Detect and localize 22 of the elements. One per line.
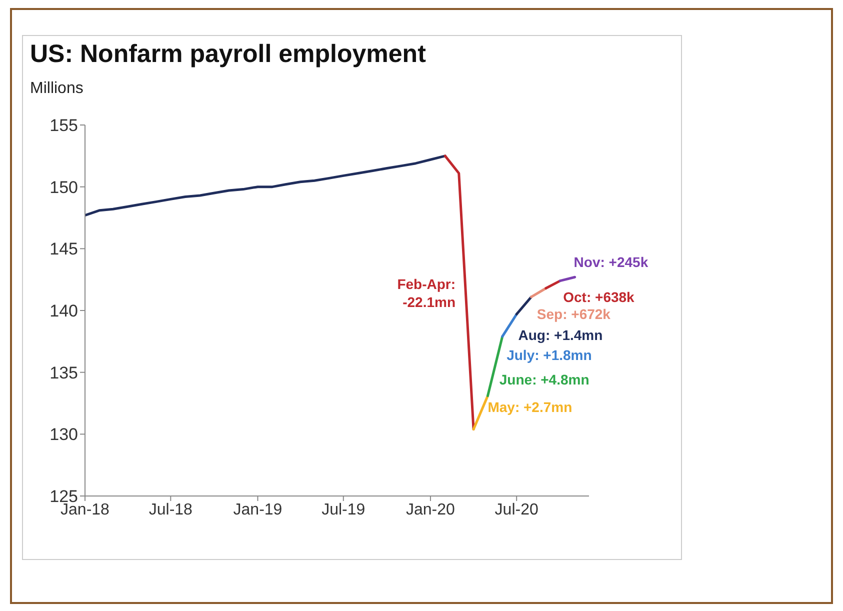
y-axis-title: Millions	[30, 80, 84, 98]
y-tick-label: 150	[50, 178, 78, 197]
y-tick-label: 130	[50, 425, 78, 444]
x-tick-label: Jan-19	[233, 501, 282, 518]
x-tick-label: Jan-20	[406, 501, 456, 518]
series-label: June: +4.8mn	[499, 371, 590, 388]
line-series	[85, 154, 446, 217]
chart-title: US: Nonfarm payroll employment	[30, 40, 426, 69]
y-tick-label: 145	[50, 240, 78, 259]
series-label: Sep: +672k	[536, 306, 611, 322]
series-label: Feb-Apr: -22.1mn	[397, 276, 456, 310]
series-label: July: +1.8mn	[506, 347, 592, 364]
x-tick-label: Jul-18	[148, 501, 193, 518]
series-label: Aug: +1.4mn	[518, 326, 603, 343]
series-label: Oct: +638k	[563, 288, 635, 305]
y-tick-label: 135	[50, 363, 78, 382]
series-label: Nov: +245k	[574, 254, 648, 270]
y-tick-label: 140	[50, 302, 78, 321]
y-tick-label: 155	[50, 116, 78, 136]
x-tick-label: Jul-19	[322, 501, 366, 518]
x-tick-label: Jul-20	[494, 501, 538, 518]
series-label: May: +2.7mn	[488, 398, 572, 415]
